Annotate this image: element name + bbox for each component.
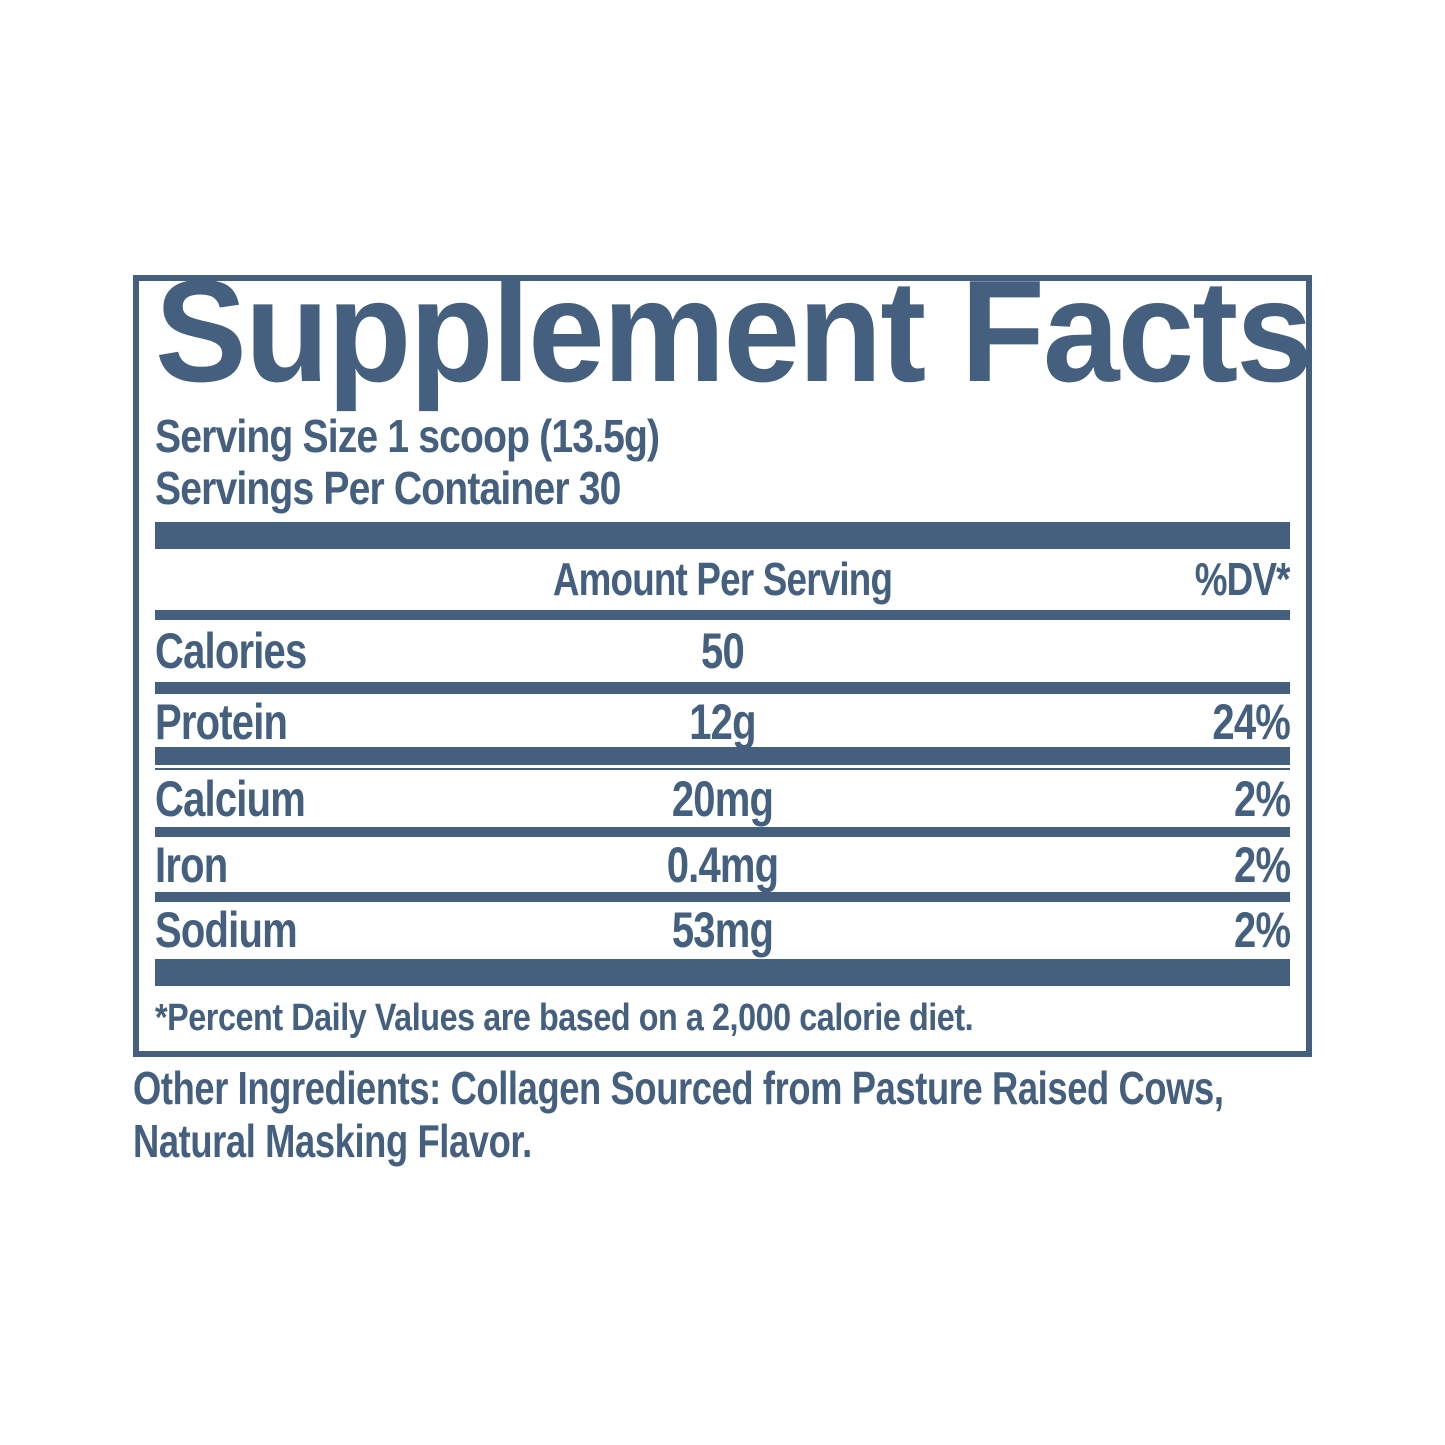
separator-bar-thick (155, 747, 1290, 765)
amount-per-serving-header: Amount Per Serving (552, 553, 893, 605)
daily-value-footnote-text: *Percent Daily Values are based on a 2,0… (155, 997, 974, 1039)
servings-per-container-text: Servings Per Container 30 (155, 462, 621, 514)
serving-size-text: Serving Size 1 scoop (13.5g) (155, 410, 660, 462)
separator-bar-calories (155, 682, 1290, 694)
supplement-facts-box: Supplement Facts Serving Size 1 scoop (1… (133, 275, 1312, 1057)
serving-size-line: Serving Size 1 scoop (13.5g) (155, 410, 1290, 462)
other-ingredients-text: Other Ingredients: Collagen Sourced from… (133, 1062, 1224, 1167)
separator-bar-iron (155, 892, 1290, 902)
nutrient-row-calcium: Calcium 20mg 2% (155, 771, 1291, 827)
nutrient-row-iron: Iron 0.4mg 2% (155, 837, 1291, 893)
nutrient-dv: 2% (1233, 902, 1291, 958)
nutrient-row-protein: Protein 12g 24% (155, 694, 1291, 750)
serving-info: Serving Size 1 scoop (13.5g) Servings Pe… (155, 410, 1290, 514)
separator-bar-calcium (155, 827, 1290, 837)
dv-header: %DV* (1195, 553, 1291, 605)
daily-value-footnote: *Percent Daily Values are based on a 2,0… (155, 996, 1290, 1040)
separator-bar-thick-bottom (155, 959, 1290, 986)
nutrient-amount: 20mg (671, 771, 774, 827)
servings-per-container-line: Servings Per Container 30 (155, 462, 1290, 514)
separator-bar-thick-top (155, 522, 1290, 549)
separator-line-thin (155, 768, 1290, 770)
nutrient-amount: 12g (689, 694, 756, 750)
nutrient-name: Iron (155, 837, 228, 893)
table-header-row: Amount Per Serving %DV* (155, 553, 1291, 605)
nutrient-name: Protein (155, 694, 288, 750)
nutrient-dv: 2% (1233, 771, 1291, 827)
nutrient-name: Calcium (155, 771, 306, 827)
nutrient-amount: 53mg (671, 902, 774, 958)
separator-double-protein (155, 747, 1290, 770)
label-title: Supplement Facts (155, 275, 1312, 412)
nutrient-name: Calories (155, 623, 307, 679)
nutrient-amount: 0.4mg (666, 837, 779, 893)
nutrient-amount: 50 (701, 623, 745, 679)
nutrient-name: Sodium (155, 902, 298, 958)
nutrient-dv: 24% (1212, 694, 1290, 750)
separator-bar-under-header (155, 610, 1290, 620)
nutrient-row-calories: Calories 50 (155, 626, 1290, 676)
nutrient-row-sodium: Sodium 53mg 2% (155, 902, 1291, 958)
nutrient-dv: 2% (1233, 837, 1291, 893)
